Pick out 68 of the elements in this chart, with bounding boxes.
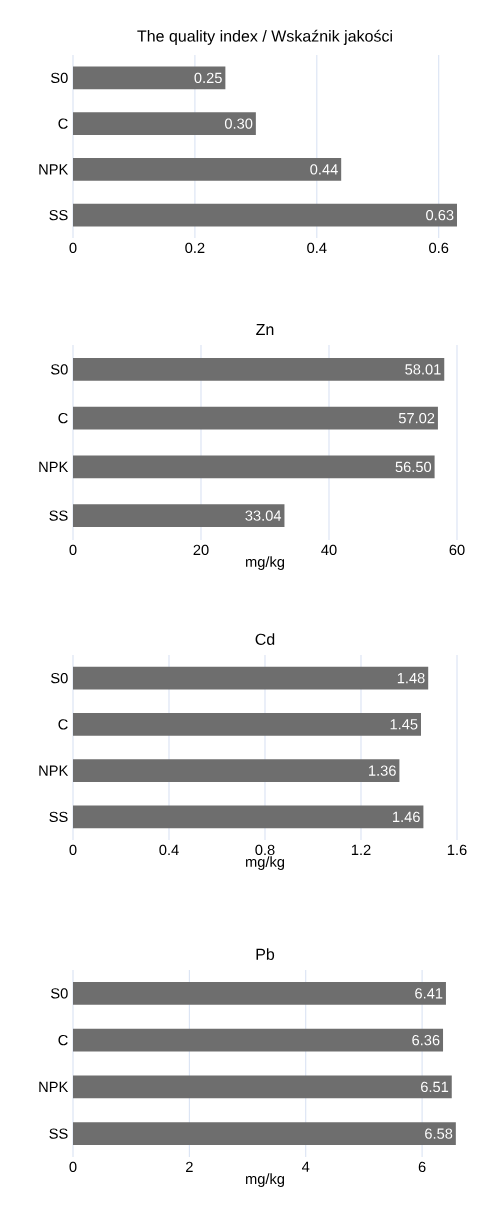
data-label: 6.51 (421, 1081, 449, 1093)
data-label: 6.58 (425, 1128, 453, 1139)
x-tick-label: 4 (301, 1161, 310, 1172)
y-tick-label: S0 (51, 988, 68, 999)
y-tick-label: C (58, 719, 68, 730)
x-tick-label: 0 (69, 1161, 77, 1173)
y-tick-label: S0 (51, 672, 68, 684)
x-tick-label: 6 (418, 1161, 426, 1173)
bar (73, 504, 285, 527)
x-axis-title: mg/kg (246, 556, 285, 570)
data-label: 0.63 (426, 209, 454, 221)
y-tick-label: NPK (39, 765, 69, 776)
chart-title: The quality index / Wskaźnik jakości (137, 29, 392, 45)
x-tick-label: 0 (69, 544, 77, 556)
bar (73, 805, 424, 829)
x-tick-label: 0.4 (307, 242, 327, 254)
data-label: 6.36 (412, 1034, 440, 1046)
y-tick-label: C (58, 118, 68, 129)
data-label: 0.30 (224, 118, 253, 129)
data-label: 58.01 (405, 364, 441, 375)
x-axis-title: mg/kg (246, 856, 285, 870)
x-tick-label: 1.2 (351, 844, 371, 855)
bar (73, 759, 400, 782)
x-tick-label: 0.4 (159, 844, 179, 856)
data-label: 33.04 (245, 510, 282, 521)
x-tick-label: 40 (321, 544, 337, 556)
x-tick-label: 0 (69, 242, 77, 254)
x-tick-label: 0.8 (255, 844, 275, 856)
bar (73, 358, 445, 381)
bar (73, 66, 226, 90)
x-tick-label: 1.6 (447, 844, 467, 856)
data-label: 1.36 (369, 765, 396, 776)
y-tick-label: S0 (51, 72, 68, 84)
x-axis-title: mg/kg (246, 1173, 285, 1187)
data-label: 0.25 (194, 72, 222, 84)
data-label: 0.44 (310, 164, 338, 175)
data-label: 1.45 (390, 719, 418, 730)
chart-title: Zn (256, 323, 274, 335)
y-tick-label: C (58, 412, 68, 424)
y-tick-label: SS (49, 209, 68, 221)
chart-title: Cd (255, 633, 275, 645)
y-tick-label: SS (49, 510, 68, 521)
bar (73, 406, 438, 430)
bar (73, 713, 421, 736)
y-tick-label: S0 (51, 364, 68, 375)
data-label: 57.02 (398, 412, 435, 424)
x-tick-label: 0.6 (429, 242, 449, 254)
bar (73, 203, 457, 227)
x-tick-label: 0 (69, 844, 77, 856)
y-tick-label: NPK (39, 1081, 69, 1092)
y-tick-label: SS (49, 1128, 68, 1139)
data-label: 1.48 (397, 672, 425, 684)
data-label: 6.41 (415, 988, 443, 999)
bar (73, 666, 429, 690)
y-tick-label: C (58, 1034, 68, 1046)
bar (73, 455, 435, 479)
y-tick-label: SS (49, 811, 68, 823)
data-label: 56.50 (395, 461, 432, 473)
data-label: 1.46 (393, 811, 420, 823)
bar (73, 112, 256, 135)
x-tick-label: 60 (449, 544, 465, 556)
bar (73, 158, 342, 181)
y-tick-label: NPK (39, 164, 69, 175)
y-tick-label: NPK (39, 461, 69, 472)
x-tick-label: 2 (186, 1161, 193, 1172)
x-tick-label: 0.2 (185, 242, 205, 254)
chart-title: Pb (256, 948, 275, 960)
x-tick-label: 20 (193, 544, 209, 556)
